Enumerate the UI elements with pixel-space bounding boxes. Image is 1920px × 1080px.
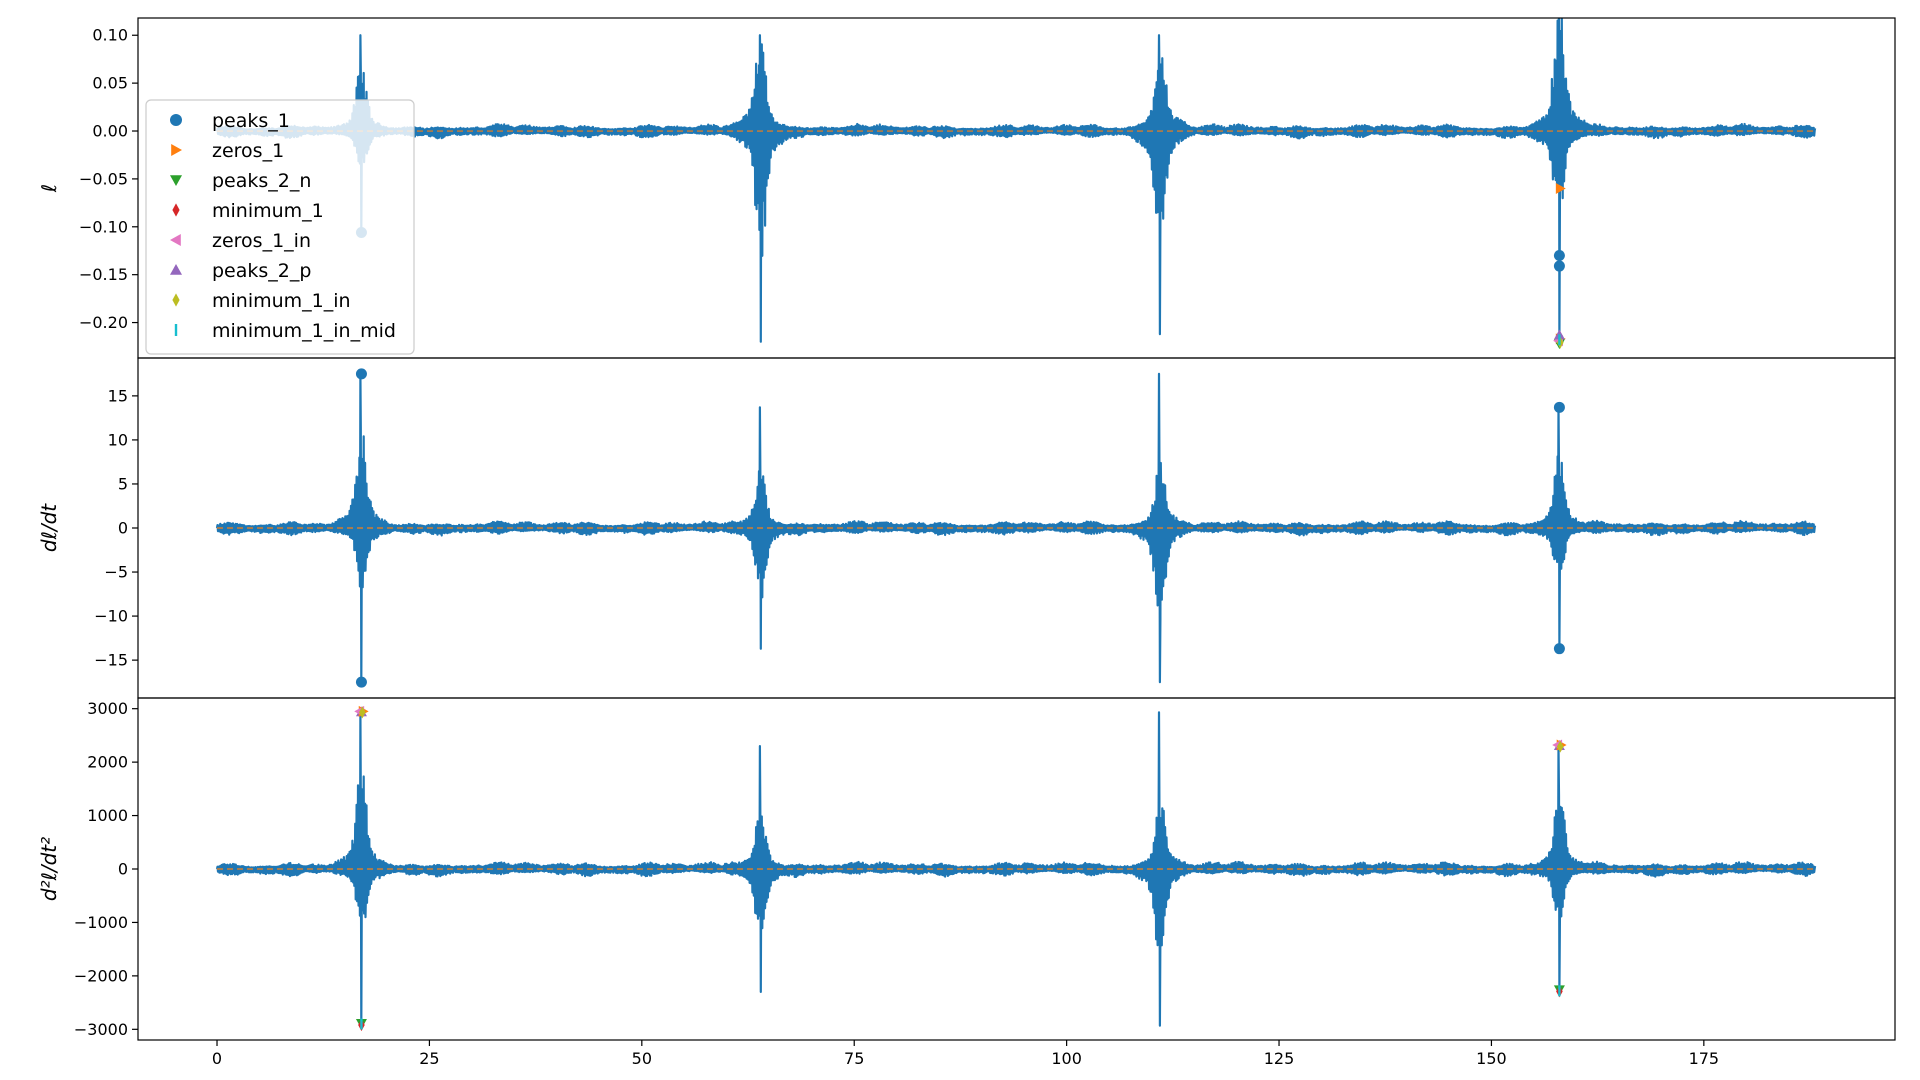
marker-zeros_1	[1555, 182, 1566, 194]
marker-peaks_1	[1553, 250, 1565, 262]
ytick-label: 5	[118, 474, 128, 493]
marker-peaks_1	[1553, 643, 1565, 655]
legend-label-peaks_1: peaks_1	[212, 110, 290, 132]
ytick-label: 0.10	[92, 26, 128, 45]
ytick-label: −0.20	[79, 313, 128, 332]
xtick-label: 25	[419, 1049, 439, 1068]
legend-label-zeros_1: zeros_1	[212, 140, 284, 162]
ytick-label: −0.10	[79, 217, 128, 236]
marker-minimum_1_in	[358, 706, 366, 719]
signal-line	[215, 710, 1817, 1028]
legend: peaks_1 zeros_1 peaks_2_n minimum_1 zeros_1_…	[145, 99, 415, 355]
series-minimum_1_in_mid	[360, 985, 1561, 1030]
ytick-label: 0	[118, 860, 128, 879]
marker-peaks_1	[355, 368, 367, 380]
legend-marker-peaks_2_p	[170, 264, 182, 275]
ytick-label: −3000	[74, 1020, 128, 1039]
ytick-label: 0.05	[92, 74, 128, 93]
legend-label-minimum_1: minimum_1	[212, 200, 324, 222]
ytick-label: −15	[94, 651, 128, 670]
legend-marker-minimum_1_in	[172, 293, 180, 307]
plot-area-2	[215, 368, 1817, 688]
ytick-label: 10	[108, 430, 128, 449]
subplot-3: 3000 2000 1000 0 −1000 −2000 −3000 0 25 50 75 100 12…	[37, 697, 1896, 1068]
xtick-label: 50	[632, 1049, 652, 1068]
ytick-label: −1000	[74, 913, 128, 932]
marker-peaks_1	[1553, 401, 1565, 413]
subplot-2: 15 10 5 0 −5 −10 −15 dℓ/dt	[37, 357, 1896, 699]
ytick-label: −0.15	[79, 265, 128, 284]
ytick-label: −5	[104, 563, 128, 582]
plot-area-3	[215, 705, 1817, 1032]
signal-line	[215, 18, 1817, 345]
ytick-label: 0	[118, 519, 128, 538]
ylabel: d²ℓ/dt²	[37, 837, 61, 901]
marker-peaks_1	[355, 676, 367, 688]
legend-label-peaks_2_n: peaks_2_n	[212, 170, 311, 192]
legend-box	[145, 99, 415, 355]
ytick-label: 0.00	[92, 122, 128, 141]
xtick-label: 150	[1476, 1049, 1507, 1068]
marker-peaks_1	[1553, 260, 1565, 272]
legend-marker-zeros_1	[171, 144, 182, 156]
ytick-label: −2000	[74, 966, 128, 985]
legend-label-peaks_2_p: peaks_2_p	[212, 260, 311, 282]
ytick-label: 15	[108, 386, 128, 405]
signal-line	[215, 372, 1817, 684]
xtick-label: 75	[844, 1049, 864, 1068]
series-peaks_1	[355, 368, 1565, 688]
ylabel: dℓ/dt	[37, 503, 61, 552]
ytick-label: 2000	[87, 753, 128, 772]
series-minimum_1_in	[358, 706, 1564, 753]
legend-label-minimum_1_in: minimum_1_in	[212, 290, 351, 312]
subplot-1: 0.10 0.05 0.00 −0.05 −0.10 −0.15 −0.20 ℓ peaks_1…	[37, 17, 1896, 359]
ytick-label: 3000	[87, 699, 128, 718]
xtick-label: 125	[1264, 1049, 1295, 1068]
ylabel: ℓ	[37, 184, 61, 193]
legend-marker-peaks_1	[170, 114, 182, 126]
ytick-label: −0.05	[79, 169, 128, 188]
subplots: 0.10 0.05 0.00 −0.05 −0.10 −0.15 −0.20 ℓ peaks_1…	[37, 17, 1896, 1068]
legend-marker-zeros_1_in	[170, 234, 181, 246]
marker-minimum_1_in	[1556, 740, 1564, 753]
legend-label-minimum_1_in_mid: minimum_1_in_mid	[212, 320, 396, 342]
ytick-label: −10	[94, 607, 128, 626]
xtick-label: 175	[1689, 1049, 1720, 1068]
legend-label-zeros_1_in: zeros_1_in	[212, 230, 311, 252]
xtick-label: 100	[1051, 1049, 1082, 1068]
legend-marker-peaks_2_n	[170, 175, 182, 186]
xtick-label: 0	[212, 1049, 222, 1068]
ytick-label: 1000	[87, 806, 128, 825]
legend-marker-minimum_1	[172, 203, 180, 217]
